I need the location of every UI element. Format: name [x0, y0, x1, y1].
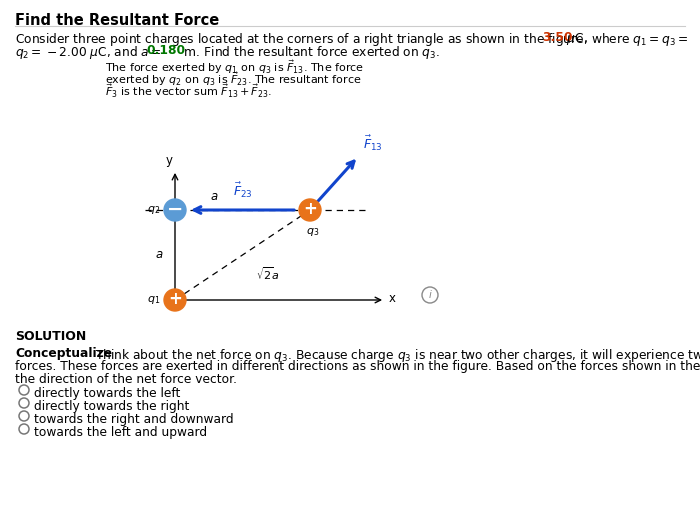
Text: exerted by $q_2$ on $q_3$ is $\vec{F}_{23}$. The resultant force: exerted by $q_2$ on $q_3$ is $\vec{F}_{2… — [105, 70, 362, 88]
Text: a: a — [211, 190, 218, 203]
Text: x: x — [389, 291, 396, 305]
Text: forces. These forces are exerted in different directions as shown in the figure.: forces. These forces are exerted in diff… — [15, 360, 700, 373]
Text: towards the right and downward: towards the right and downward — [34, 413, 234, 426]
Text: Consider three point charges located at the corners of a right triangle as shown: Consider three point charges located at … — [15, 31, 688, 48]
Text: the direction of the net force vector.: the direction of the net force vector. — [15, 373, 237, 386]
Text: directly towards the left: directly towards the left — [34, 387, 181, 400]
Text: +: + — [303, 200, 317, 218]
Text: $q_2$: $q_2$ — [147, 204, 160, 216]
Text: $q_2 = -2.00$ $\mu$C, and $a = $: $q_2 = -2.00$ $\mu$C, and $a = $ — [15, 44, 162, 61]
Text: $\vec{F}_{23}$: $\vec{F}_{23}$ — [232, 181, 253, 200]
Text: Think about the net force on $q_3$. Because charge $q_3$ is near two other charg: Think about the net force on $q_3$. Beca… — [95, 347, 700, 364]
Text: $\vec{F}_3$ is the vector sum $\vec{F}_{13} + \vec{F}_{23}$.: $\vec{F}_3$ is the vector sum $\vec{F}_{… — [105, 82, 272, 99]
Text: The force exerted by $q_1$ on $q_3$ is $\vec{F}_{13}$. The force: The force exerted by $q_1$ on $q_3$ is $… — [105, 58, 364, 76]
Text: Find the Resultant Force: Find the Resultant Force — [15, 13, 219, 28]
Text: m. Find the resultant force exerted on $q_3$.: m. Find the resultant force exerted on $… — [180, 44, 440, 61]
Circle shape — [164, 199, 186, 221]
Text: Conceptualize: Conceptualize — [15, 347, 112, 360]
Text: 0.180: 0.180 — [146, 44, 185, 57]
Text: directly towards the right: directly towards the right — [34, 400, 190, 413]
Text: SOLUTION: SOLUTION — [15, 330, 86, 343]
Text: i: i — [428, 290, 431, 300]
Text: 3.50: 3.50 — [542, 31, 573, 44]
Text: $\sqrt{2}a$: $\sqrt{2}a$ — [256, 265, 281, 282]
Text: $q_1$: $q_1$ — [147, 294, 160, 306]
Circle shape — [164, 289, 186, 311]
Text: $q_3$: $q_3$ — [307, 226, 320, 238]
Circle shape — [299, 199, 321, 221]
Text: y: y — [165, 154, 172, 167]
Text: +: + — [168, 290, 182, 308]
Text: $\vec{F}_{13}$: $\vec{F}_{13}$ — [363, 134, 383, 154]
Text: $\mu$C,: $\mu$C, — [563, 31, 588, 47]
Text: −: − — [167, 199, 183, 219]
Text: towards the left and upward: towards the left and upward — [34, 426, 207, 439]
Text: a: a — [155, 248, 162, 262]
